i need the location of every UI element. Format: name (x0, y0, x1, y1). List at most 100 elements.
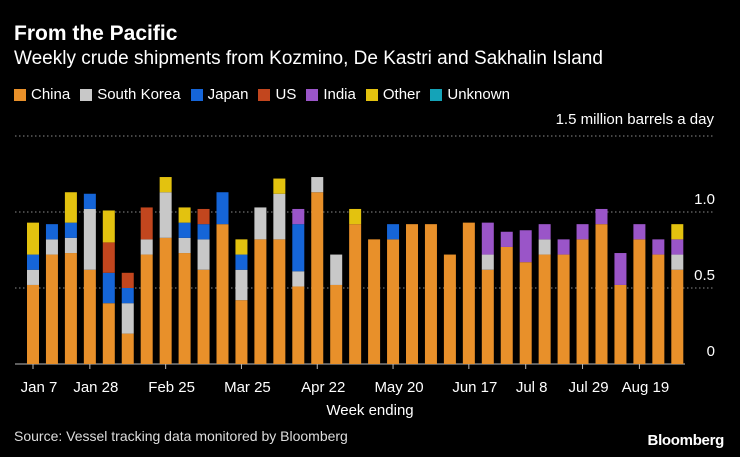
bar-segment-south-korea (64, 237, 77, 254)
legend-swatch-china (14, 88, 26, 101)
x-axis-ticks: Jan 7 Jan 28 Feb 25 Mar 25 Apr 22 May 20 Jun 1… (21, 364, 670, 396)
bar-segment-us (121, 272, 134, 288)
x-tick-label: Apr 22 (301, 379, 345, 396)
bar-segment-china (254, 239, 267, 364)
bar-segment-china (292, 286, 305, 364)
bar-segment-india (481, 222, 494, 255)
bar-segment-us (102, 242, 115, 273)
bar-segment-other (27, 222, 39, 255)
bar-segment-other (178, 207, 191, 223)
legend-label-japan: Japan (207, 86, 249, 103)
bar-segment-south-korea (538, 239, 551, 255)
legend-item-japan: Japan (190, 86, 249, 103)
bar-segment-other (64, 192, 77, 223)
bar-segment-india (519, 230, 532, 263)
bar-segment-india (671, 239, 684, 255)
legend-swatch-japan (190, 88, 203, 101)
bar-segment-japan (102, 272, 115, 304)
x-tick-label: Mar 25 (224, 379, 271, 396)
bar-segment-south-korea (121, 303, 134, 334)
bar-segment-china (462, 222, 475, 364)
bars (27, 177, 684, 364)
bar-segment-japan (178, 222, 191, 238)
bar-segment-japan (387, 224, 400, 240)
bar-segment-china (45, 254, 58, 364)
bar-segment-china (121, 333, 134, 364)
x-tick-label: May 20 (374, 379, 423, 396)
bar-segment-south-korea (178, 237, 191, 254)
bar-segment-china (576, 239, 589, 364)
bar-segment-china (349, 224, 362, 364)
bar-segment-south-korea (292, 271, 305, 287)
bar-segment-south-korea (235, 269, 248, 301)
bar-segment-japan (121, 288, 134, 304)
bar-segment-south-korea (330, 254, 343, 285)
bar-segment-japan (27, 254, 39, 270)
x-tick-label: Jul 29 (569, 379, 609, 396)
bar-segment-china (443, 254, 456, 364)
bar-segment-china (140, 254, 153, 364)
bar-segment-japan (45, 224, 58, 240)
bar-segment-china (159, 237, 172, 364)
bar-segment-south-korea (671, 254, 684, 270)
bar-segment-india (633, 224, 646, 240)
legend-label-india: India (323, 86, 356, 103)
bar-segment-china (519, 262, 532, 364)
bar-segment-china (671, 269, 684, 364)
bar-segment-other (235, 239, 248, 255)
bar-segment-china (235, 300, 248, 364)
x-tick-label: Jan 7 (21, 379, 58, 396)
bar-segment-japan (235, 254, 248, 270)
y-tick-label: 1.0 (694, 191, 715, 208)
bar-segment-china (27, 284, 39, 364)
bar-segment-south-korea (45, 239, 58, 255)
x-tick-label: Jun 17 (452, 379, 497, 396)
bar-segment-china (311, 192, 324, 364)
chart-subtitle: Weekly crude shipments from Kozmino, De … (14, 48, 603, 69)
bar-segment-china (538, 254, 551, 364)
bar-segment-south-korea (83, 208, 96, 270)
bar-segment-china (83, 269, 96, 364)
bar-segment-china (368, 239, 381, 364)
bar-segment-south-korea (311, 177, 324, 193)
bar-segment-other (159, 177, 172, 193)
legend-item-india: India (306, 86, 356, 103)
bar-segment-south-korea (140, 239, 153, 255)
bar-segment-other (349, 208, 362, 225)
bar-segment-china (481, 269, 494, 364)
bar-segment-china (178, 253, 191, 364)
bar-segment-china (595, 224, 608, 364)
bar-segment-south-korea (273, 193, 286, 240)
legend-swatch-india (306, 88, 319, 101)
bar-segment-south-korea (27, 269, 39, 285)
bar-segment-china (500, 246, 513, 364)
x-tick-label: Aug 19 (622, 379, 670, 396)
bloomberg-logo: Bloomberg (647, 432, 725, 449)
bar-segment-japan (216, 192, 229, 225)
legend-swatch-south-korea (80, 88, 93, 101)
y-axis-ticks: 0 0.5 1.0 (694, 191, 715, 360)
bar-segment-china (387, 239, 400, 364)
bar-segment-india (652, 239, 665, 255)
bar-segment-china (652, 254, 665, 364)
bar-segment-china (64, 253, 77, 364)
legend-swatch-other (365, 88, 378, 101)
y-tick-label: 0 (707, 343, 715, 360)
chart-legend: China South Korea Japan US India Other U… (14, 86, 512, 103)
bar-segment-india (500, 231, 513, 247)
y-tick-label: 0.5 (694, 267, 715, 284)
source-note: Source: Vessel tracking data monitored b… (14, 428, 348, 444)
legend-label-china: China (31, 86, 71, 103)
bar-segment-other (671, 224, 684, 240)
bar-segment-india (538, 224, 551, 240)
x-tick-label: Jan 28 (73, 379, 118, 396)
bar-segment-china (633, 239, 646, 364)
x-axis-label: Week ending (326, 402, 413, 419)
legend-item-china: China (14, 86, 70, 103)
bar-segment-china (273, 239, 286, 364)
legend-item-other: Other (365, 86, 420, 103)
bar-segment-india (557, 239, 570, 255)
x-tick-label: Jul 8 (516, 379, 548, 396)
legend-item-unknown: Unknown (430, 86, 510, 103)
